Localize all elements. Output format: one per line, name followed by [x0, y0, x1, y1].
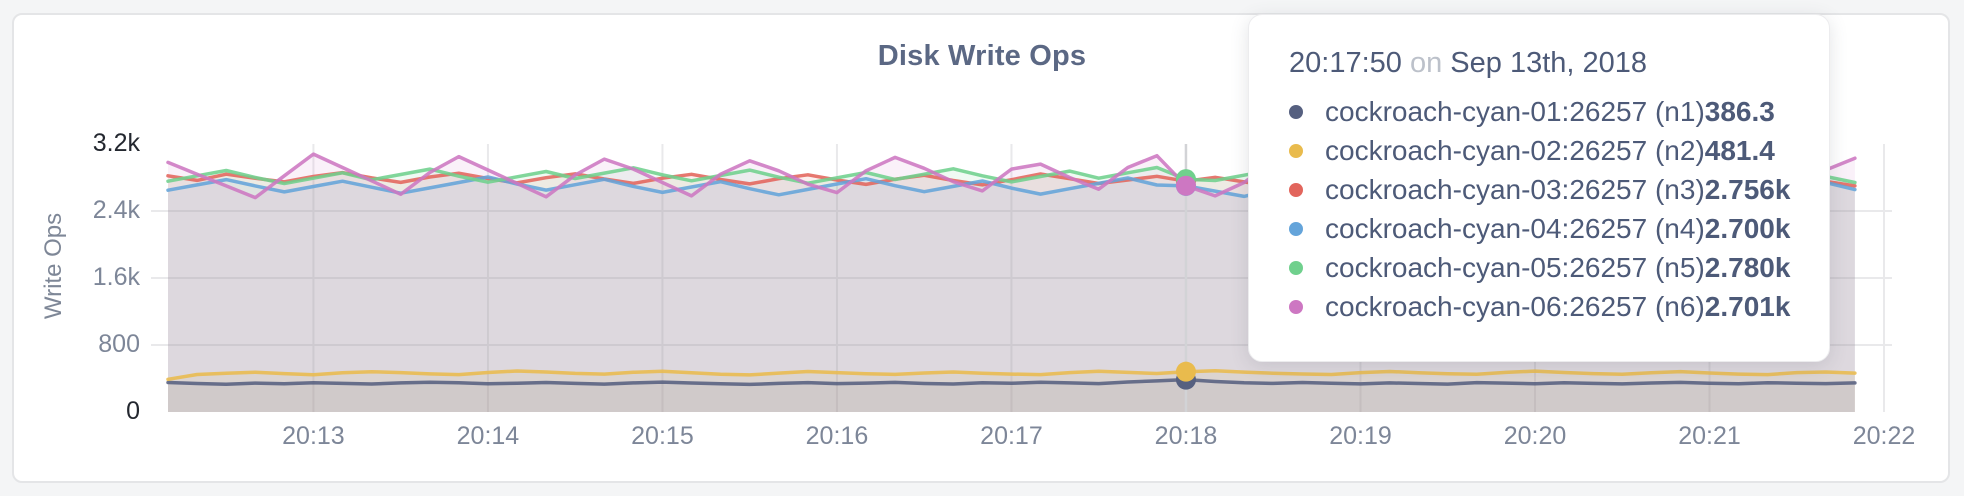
tooltip-series-value: 2.701k [1704, 290, 1791, 322]
tooltip-series-value: 481.4 [1704, 134, 1775, 166]
hover-point [1175, 361, 1196, 382]
x-axis-tick-label: 20:15 [631, 422, 694, 450]
chart-tooltip: 20:17:50 on Sep 13th, 2018 cockroach-cya… [1248, 14, 1830, 362]
tooltip-series-label: cockroach-cyan-04:26257 (n4) [1325, 212, 1705, 244]
tooltip-date-connector: on [1409, 47, 1443, 79]
x-axis-tick-label: 20:16 [805, 422, 869, 450]
tooltip-header: 20:17:50 on Sep 13th, 2018 [1289, 47, 1773, 80]
x-axis-tick-label: 20:17 [980, 422, 1043, 450]
x-axis-tick-label: 20:21 [1678, 422, 1741, 450]
tooltip-series-label: cockroach-cyan-02:26257 (n2) [1325, 134, 1705, 166]
y-axis-tick-label: 2.4k [92, 196, 140, 224]
series-area [168, 370, 1855, 412]
tooltip-series-value: 2.700k [1704, 212, 1791, 244]
x-axis-tick-label: 20:19 [1329, 422, 1392, 450]
y-axis-tick-label: 800 [98, 330, 140, 358]
series-color-dot [1289, 260, 1303, 275]
chart-title: Disk Write Ops [877, 40, 1087, 72]
series-color-dot [1289, 104, 1303, 119]
tooltip-time: 20:17:50 [1289, 47, 1402, 79]
tooltip-series-label: cockroach-cyan-06:26257 (n6) [1325, 290, 1705, 322]
y-axis-tick-label: 1.6k [92, 263, 140, 291]
x-axis-tick-label: 20:13 [282, 422, 345, 450]
hover-point [1175, 175, 1196, 196]
tooltip-series-label: cockroach-cyan-03:26257 (n3) [1325, 173, 1705, 205]
tooltip-series-row: cockroach-cyan-06:26257 (n6) 2.701k [1289, 287, 1790, 326]
x-axis-tick-label: 20:14 [456, 422, 520, 450]
tooltip-series-row: cockroach-cyan-04:26257 (n4) 2.700k [1289, 209, 1790, 248]
tooltip-series-value: 2.780k [1704, 251, 1791, 283]
y-axis-tick-label: 3.2k [92, 129, 140, 157]
series-line [166, 377, 1857, 387]
x-axis-tick-label: 20:20 [1503, 422, 1567, 450]
tooltip-series-row: cockroach-cyan-05:26257 (n5) 2.780k [1289, 248, 1790, 287]
series-color-dot [1289, 182, 1303, 197]
series-line [166, 369, 1857, 382]
series-color-dot [1289, 299, 1303, 314]
y-axis-tick-label: 0 [126, 397, 140, 425]
tooltip-series-label: cockroach-cyan-05:26257 (n5) [1325, 251, 1705, 283]
tooltip-series-label: cockroach-cyan-01:26257 (n1) [1325, 95, 1705, 127]
tooltip-series-value: 2.756k [1704, 173, 1791, 205]
series-area [168, 379, 1855, 412]
tooltip-series-row: cockroach-cyan-03:26257 (n3) 2.756k [1289, 170, 1790, 209]
tooltip-series-value: 386.3 [1704, 95, 1775, 127]
x-axis-tick-label: 20:22 [1852, 422, 1916, 450]
series-color-dot [1289, 143, 1303, 158]
tooltip-date: Sep 13th, 2018 [1450, 47, 1648, 79]
x-axis-tick-label: 20:18 [1154, 422, 1218, 450]
tooltip-series-row: cockroach-cyan-01:26257 (n1) 386.3 [1289, 92, 1775, 131]
series-color-dot [1289, 221, 1303, 236]
tooltip-series-row: cockroach-cyan-02:26257 (n2) 481.4 [1289, 131, 1775, 170]
